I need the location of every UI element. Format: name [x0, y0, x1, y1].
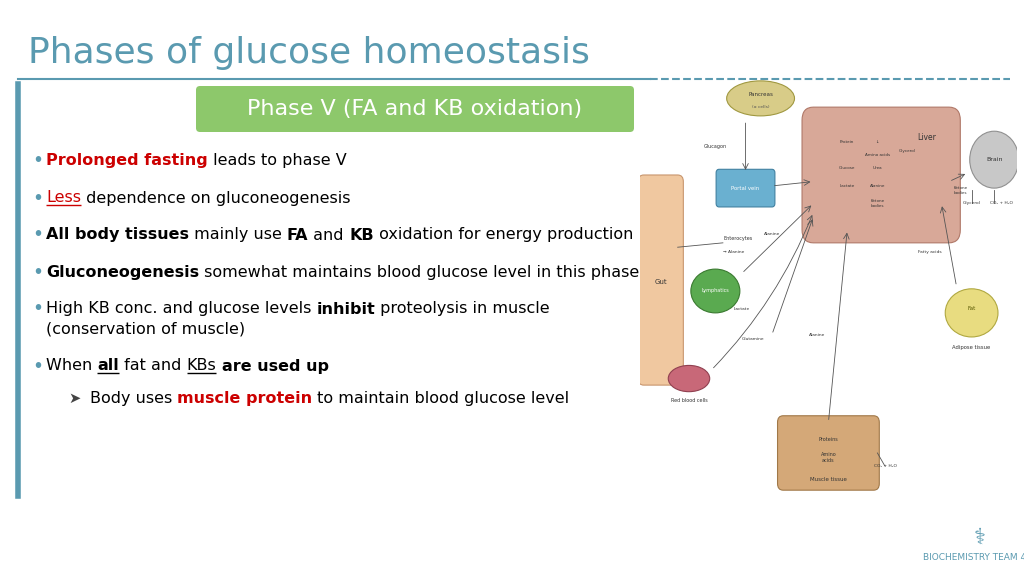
Text: Fat: Fat	[968, 306, 976, 311]
Text: somewhat maintains blood glucose level in this phase: somewhat maintains blood glucose level i…	[199, 264, 639, 279]
Text: All body tissues: All body tissues	[46, 228, 189, 242]
FancyBboxPatch shape	[777, 416, 880, 490]
Text: Body uses: Body uses	[90, 391, 177, 406]
Ellipse shape	[945, 289, 998, 337]
Text: → Alanine: → Alanine	[723, 249, 744, 253]
Text: inhibit: inhibit	[316, 301, 375, 316]
Text: leads to phase V: leads to phase V	[208, 153, 346, 169]
Text: ➤: ➤	[68, 391, 80, 406]
Text: BIOCHEMISTRY TEAM 438: BIOCHEMISTRY TEAM 438	[923, 554, 1024, 563]
Text: Urea: Urea	[872, 166, 883, 170]
Text: Amino acids: Amino acids	[865, 153, 890, 157]
Text: Lactate: Lactate	[733, 306, 750, 310]
FancyBboxPatch shape	[638, 175, 683, 385]
Text: proteolysis in muscle: proteolysis in muscle	[375, 301, 550, 316]
Text: Lymphatics: Lymphatics	[701, 289, 729, 294]
Text: Proteins: Proteins	[818, 437, 839, 442]
Text: •: •	[32, 263, 43, 282]
Text: Prolonged fasting: Prolonged fasting	[46, 153, 208, 169]
Text: Alanine: Alanine	[764, 232, 780, 236]
Text: (α cells): (α cells)	[752, 105, 769, 109]
Text: KBs: KBs	[186, 358, 216, 373]
Text: Alanine: Alanine	[809, 333, 825, 337]
Text: mainly use: mainly use	[189, 228, 287, 242]
Text: Glucagon: Glucagon	[703, 144, 727, 149]
Ellipse shape	[691, 269, 740, 313]
Text: Gluconeogenesis: Gluconeogenesis	[46, 264, 199, 279]
Text: CO₂ + H₂O: CO₂ + H₂O	[990, 202, 1013, 206]
Text: •: •	[32, 357, 43, 376]
Text: Ketone
bodies: Ketone bodies	[870, 199, 885, 208]
Text: oxidation for energy production: oxidation for energy production	[374, 228, 633, 242]
Text: (conservation of muscle): (conservation of muscle)	[46, 321, 245, 336]
Text: •: •	[32, 188, 43, 207]
Ellipse shape	[727, 81, 795, 116]
Text: Gut: Gut	[654, 279, 667, 285]
Text: Red blood cells: Red blood cells	[671, 398, 708, 403]
Text: CO₂ + H₂O: CO₂ + H₂O	[873, 464, 896, 468]
Text: muscle protein: muscle protein	[177, 391, 312, 406]
Text: Phases of glucose homeostasis: Phases of glucose homeostasis	[28, 36, 590, 70]
Text: Phase V (FA and KB oxidation): Phase V (FA and KB oxidation)	[248, 99, 583, 119]
Text: Liver: Liver	[916, 133, 936, 142]
Text: Glucose: Glucose	[839, 166, 855, 170]
Text: are used up: are used up	[221, 358, 329, 373]
Text: Protein: Protein	[840, 140, 854, 144]
Text: Fatty acids: Fatty acids	[919, 249, 942, 253]
Text: •: •	[32, 225, 43, 244]
Text: KB: KB	[349, 228, 374, 242]
Text: Glutamine: Glutamine	[741, 337, 764, 341]
Text: Amino
acids: Amino acids	[820, 452, 837, 463]
Text: dependence on gluconeogenesis: dependence on gluconeogenesis	[81, 191, 350, 206]
Text: ↓: ↓	[876, 140, 880, 144]
FancyBboxPatch shape	[716, 169, 775, 207]
Text: Muscle tissue: Muscle tissue	[810, 477, 847, 482]
Circle shape	[970, 131, 1019, 188]
Text: Less: Less	[46, 191, 81, 206]
Text: Lactate: Lactate	[840, 184, 855, 188]
FancyBboxPatch shape	[196, 86, 634, 132]
Text: and: and	[308, 228, 349, 242]
Text: Enterocytes: Enterocytes	[723, 236, 753, 241]
Text: Brain: Brain	[986, 157, 1002, 162]
Text: Pancreas: Pancreas	[749, 92, 773, 97]
Text: When: When	[46, 358, 97, 373]
Text: High KB conc. and glucose levels: High KB conc. and glucose levels	[46, 301, 316, 316]
Text: •: •	[32, 151, 43, 170]
Text: Portal vein: Portal vein	[731, 185, 760, 191]
Text: Adipose tissue: Adipose tissue	[952, 346, 991, 350]
Text: to maintain blood glucose level: to maintain blood glucose level	[312, 391, 569, 406]
Text: Glycerol: Glycerol	[963, 202, 981, 206]
Ellipse shape	[669, 365, 710, 392]
Text: fat and: fat and	[119, 358, 186, 373]
Text: Alanine: Alanine	[869, 184, 885, 188]
Text: •: •	[32, 300, 43, 319]
Text: FA: FA	[287, 228, 308, 242]
FancyBboxPatch shape	[802, 107, 961, 243]
Text: Ketone
bodies: Ketone bodies	[953, 186, 968, 195]
Text: Glycerol: Glycerol	[899, 149, 916, 153]
Text: all: all	[97, 358, 119, 373]
Text: ⚕: ⚕	[974, 528, 986, 548]
